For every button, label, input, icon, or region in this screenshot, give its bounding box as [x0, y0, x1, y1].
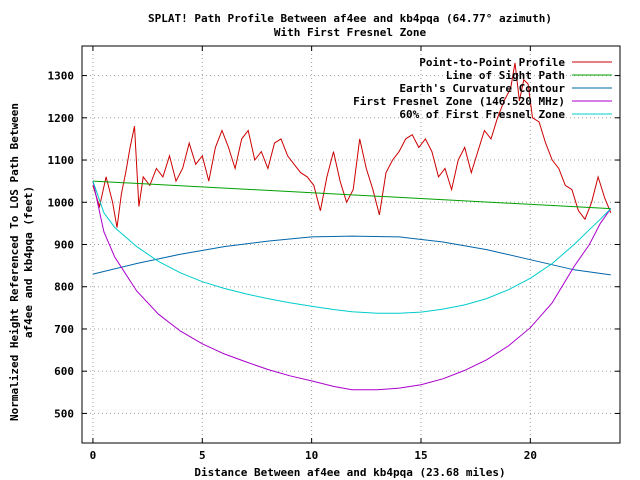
- legend-label-line-of-sight-path: Line of Sight Path: [446, 69, 565, 82]
- legend-label-point-to-point-profile: Point-to-Point Profile: [419, 56, 565, 69]
- y-tick-label: 800: [54, 281, 74, 294]
- series-line-first-fresnel-zone-146-520-mhz: [92, 180, 612, 391]
- y-tick-label: 900: [54, 239, 74, 252]
- series-line-line-of-sight-path: [92, 180, 611, 210]
- chart-subtitle: With First Fresnel Zone: [274, 26, 427, 39]
- series-lines: [92, 62, 612, 391]
- y-axis-label-line-2: af4ee and kb4pqa (feet): [22, 186, 35, 338]
- legend-label-60-of-first-fresnel-zone: 60% of First Fresnel Zone: [399, 108, 565, 121]
- axis-ticks: 0 5 10 15 20 500 600 700 800 900 1000 1100 1200 1300: [48, 46, 620, 462]
- x-tick-label: 10: [305, 449, 318, 462]
- y-tick-label: 1200: [48, 112, 75, 125]
- y-tick-label: 1000: [48, 196, 75, 209]
- legend-label-earth-s-curvature-contour: Earth's Curvature Contour: [399, 82, 565, 95]
- series-line-60-of-first-fresnel-zone: [92, 180, 612, 314]
- x-tick-label: 5: [199, 449, 206, 462]
- y-tick-label: 600: [54, 365, 74, 378]
- x-tick-label: 15: [414, 449, 427, 462]
- series-line-point-to-point-profile: [92, 62, 612, 228]
- y-axis-label-line-1: Normalized Height Referenced To LOS Path…: [8, 103, 21, 421]
- series-line-earth-s-curvature-contour: [92, 235, 611, 276]
- y-tick-label: 1100: [48, 154, 75, 167]
- grid-lines: [82, 46, 620, 443]
- x-tick-label: 0: [90, 449, 97, 462]
- legend-label-first-fresnel-zone-146-520-mhz: First Fresnel Zone (146.520 MHz): [353, 95, 565, 108]
- chart-title: SPLAT! Path Profile Between af4ee and kb…: [148, 12, 552, 25]
- x-axis-label: Distance Between af4ee and kb4pqa (23.68…: [194, 466, 505, 479]
- y-tick-label: 500: [54, 407, 74, 420]
- y-tick-label: 700: [54, 323, 74, 336]
- y-tick-label: 1300: [48, 70, 75, 83]
- x-tick-label: 20: [524, 449, 537, 462]
